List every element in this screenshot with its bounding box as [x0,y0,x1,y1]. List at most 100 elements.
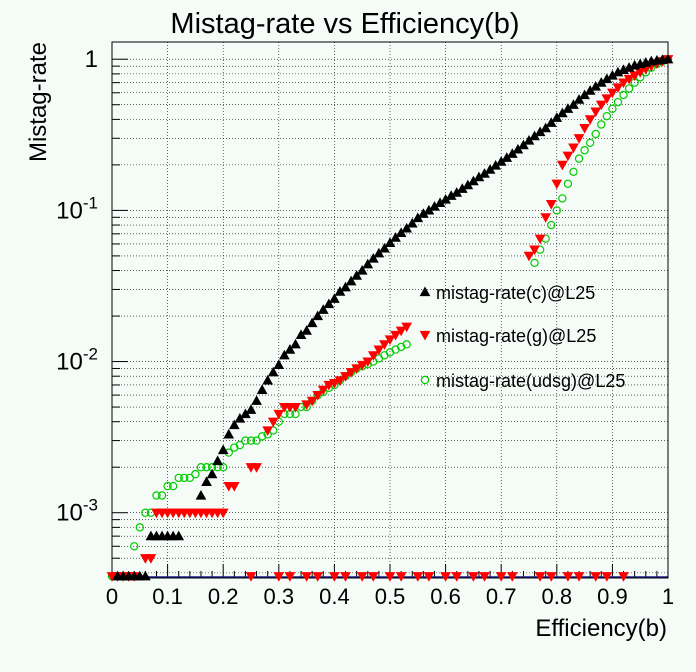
data-point [273,359,285,370]
data-point [329,572,340,582]
data-point [573,94,585,104]
data-point [241,436,250,445]
data-point [558,194,567,203]
y-tick-label: 1 [85,46,98,73]
data-point [212,455,223,466]
data-point [468,572,479,582]
data-point [351,364,362,375]
data-point [591,129,600,139]
data-point [257,432,267,441]
data-point [618,572,629,582]
data-point [323,380,335,391]
x-tick-label: 0 [106,584,118,609]
data-point [163,481,172,491]
data-point [356,265,368,275]
data-point [367,572,379,582]
data-point [569,167,578,177]
data-point [246,436,256,445]
data-point [612,83,624,94]
data-point [245,572,257,582]
data-point [218,463,228,472]
data-point [301,572,312,582]
data-point [245,404,257,414]
data-series [106,53,674,582]
data-point [547,220,556,230]
chart-title: Mistag-rate vs Efficiency(b) [170,8,519,40]
data-point [379,242,390,253]
legend-marker [419,286,431,297]
data-point [597,120,606,129]
data-point [568,143,579,154]
data-point [267,366,279,377]
data-point [351,270,362,280]
data-point [340,281,351,292]
data-point [262,374,274,385]
data-point [395,572,407,582]
x-tick-label: 0.6 [430,584,461,609]
x-tick-label: 0.3 [264,584,295,609]
data-point [323,298,335,309]
legend: mistag-rate(c)@L25 mistag-rate(g)@L25 mist… [419,283,625,391]
data-point [495,572,507,582]
data-point [384,237,396,247]
data-point [395,326,407,337]
data-point [290,338,301,349]
data-point [284,572,296,582]
x-tick-label: 0.2 [208,584,239,609]
data-point [574,154,584,163]
data-point [613,97,623,107]
data-point [590,107,602,118]
data-point [602,111,612,121]
data-point [545,117,557,127]
data-point [373,345,385,356]
data-point [624,84,634,93]
data-point [252,436,261,445]
data-point [262,426,274,437]
data-point [273,409,285,420]
data-point [552,206,562,215]
y-tick-labels: 1 10-1 10-2 10-3 [56,46,98,527]
data-point [334,376,346,386]
data-point [202,463,211,472]
data-point [579,124,590,134]
data-point [174,473,183,483]
data-point [340,572,351,582]
data-point [412,572,424,582]
legend-marker [419,330,431,341]
data-point [401,322,413,333]
data-point [329,293,340,303]
data-point [228,482,240,492]
data-point [230,443,239,452]
data-point [390,330,401,341]
plot-area [106,41,674,582]
data-point [580,146,589,155]
data-point [185,473,195,483]
data-point [562,151,574,162]
data-point [312,572,324,582]
data-point [562,572,574,582]
data-point [290,402,301,413]
data-point [301,400,312,411]
x-axis-label: Efficiency(b) [535,615,667,642]
data-point [273,572,285,582]
data-point [623,74,635,85]
data-point [279,349,290,360]
y-tick-label: 10-3 [56,496,98,527]
data-point [384,335,396,345]
data-point [317,385,329,396]
legend-marker [420,375,430,385]
data-point [402,340,411,349]
data-point [545,200,557,210]
data-point [662,53,674,64]
x-tick-label: 1 [662,584,674,609]
data-point [140,570,151,581]
data-point [563,179,573,188]
data-point [251,395,262,405]
data-point [191,469,200,479]
data-point [534,572,546,582]
data-point [584,115,596,125]
data-point [390,232,401,242]
data-point [362,258,374,269]
